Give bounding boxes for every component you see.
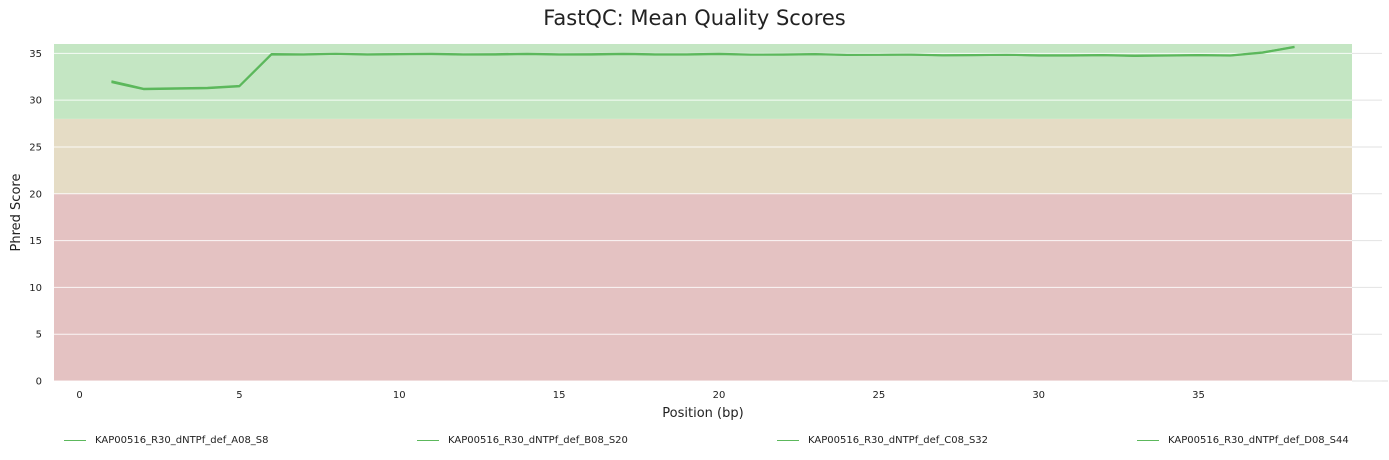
quality-bands — [54, 44, 1352, 381]
y-tick-label: 25 — [29, 142, 42, 153]
y-tick-label: 0 — [36, 377, 42, 388]
y-tick-label: 20 — [29, 189, 42, 200]
y-tick-label: 30 — [29, 96, 42, 107]
legend-item[interactable]: KAP00516_R30_dNTPf_def_D08_S44 — [1137, 430, 1349, 450]
legend-item[interactable]: KAP00516_R30_dNTPf_def_C08_S32 — [777, 430, 988, 450]
series-line — [111, 46, 1295, 90]
legend-label: KAP00516_R30_dNTPf_def_C08_S32 — [808, 434, 989, 446]
legend-item[interactable]: KAP00516_R30_dNTPf_def_B08_S20 — [417, 430, 628, 450]
x-tick-label: 30 — [1032, 390, 1045, 401]
legend-label: KAP00516_R30_dNTPf_def_A08_S8 — [95, 434, 269, 446]
x-tick-label: 25 — [872, 390, 885, 401]
x-tick-label: 5 — [236, 390, 242, 401]
legend-label: KAP00516_R30_dNTPf_def_B08_S20 — [448, 434, 628, 446]
x-tick-label: 0 — [76, 390, 82, 401]
x-tick-label: 10 — [393, 390, 406, 401]
legend: KAP00516_R30_dNTPf_def_A08_S8 KAP00516_R3… — [0, 430, 1389, 450]
chart-title: FastQC: Mean Quality Scores — [543, 6, 846, 30]
y-tick-label: 35 — [29, 49, 42, 60]
legend-swatch — [64, 439, 86, 441]
x-tick-label: 15 — [553, 390, 566, 401]
y-tick-label: 5 — [36, 330, 42, 341]
legend-swatch — [1137, 439, 1159, 441]
legend-swatch — [417, 439, 439, 441]
x-tick-label: 35 — [1192, 390, 1205, 401]
legend-item[interactable]: KAP00516_R30_dNTPf_def_A08_S8 — [64, 430, 269, 450]
quality-band — [54, 118, 1352, 194]
y-tick-label: 15 — [29, 236, 42, 247]
y-tick-labels: 0 5 10 15 20 25 30 35 — [29, 49, 42, 388]
legend-swatch — [777, 439, 799, 441]
x-tick-label: 20 — [713, 390, 726, 401]
x-tick-labels: 0 5 10 15 20 25 30 35 — [76, 390, 1205, 401]
legend-label: KAP00516_R30_dNTPf_def_D08_S44 — [1168, 434, 1349, 446]
series-lines — [111, 45, 1295, 91]
y-tick-label: 10 — [29, 283, 42, 294]
x-axis-label: Position (bp) — [662, 406, 743, 421]
y-axis-label: Phred Score — [9, 174, 24, 252]
